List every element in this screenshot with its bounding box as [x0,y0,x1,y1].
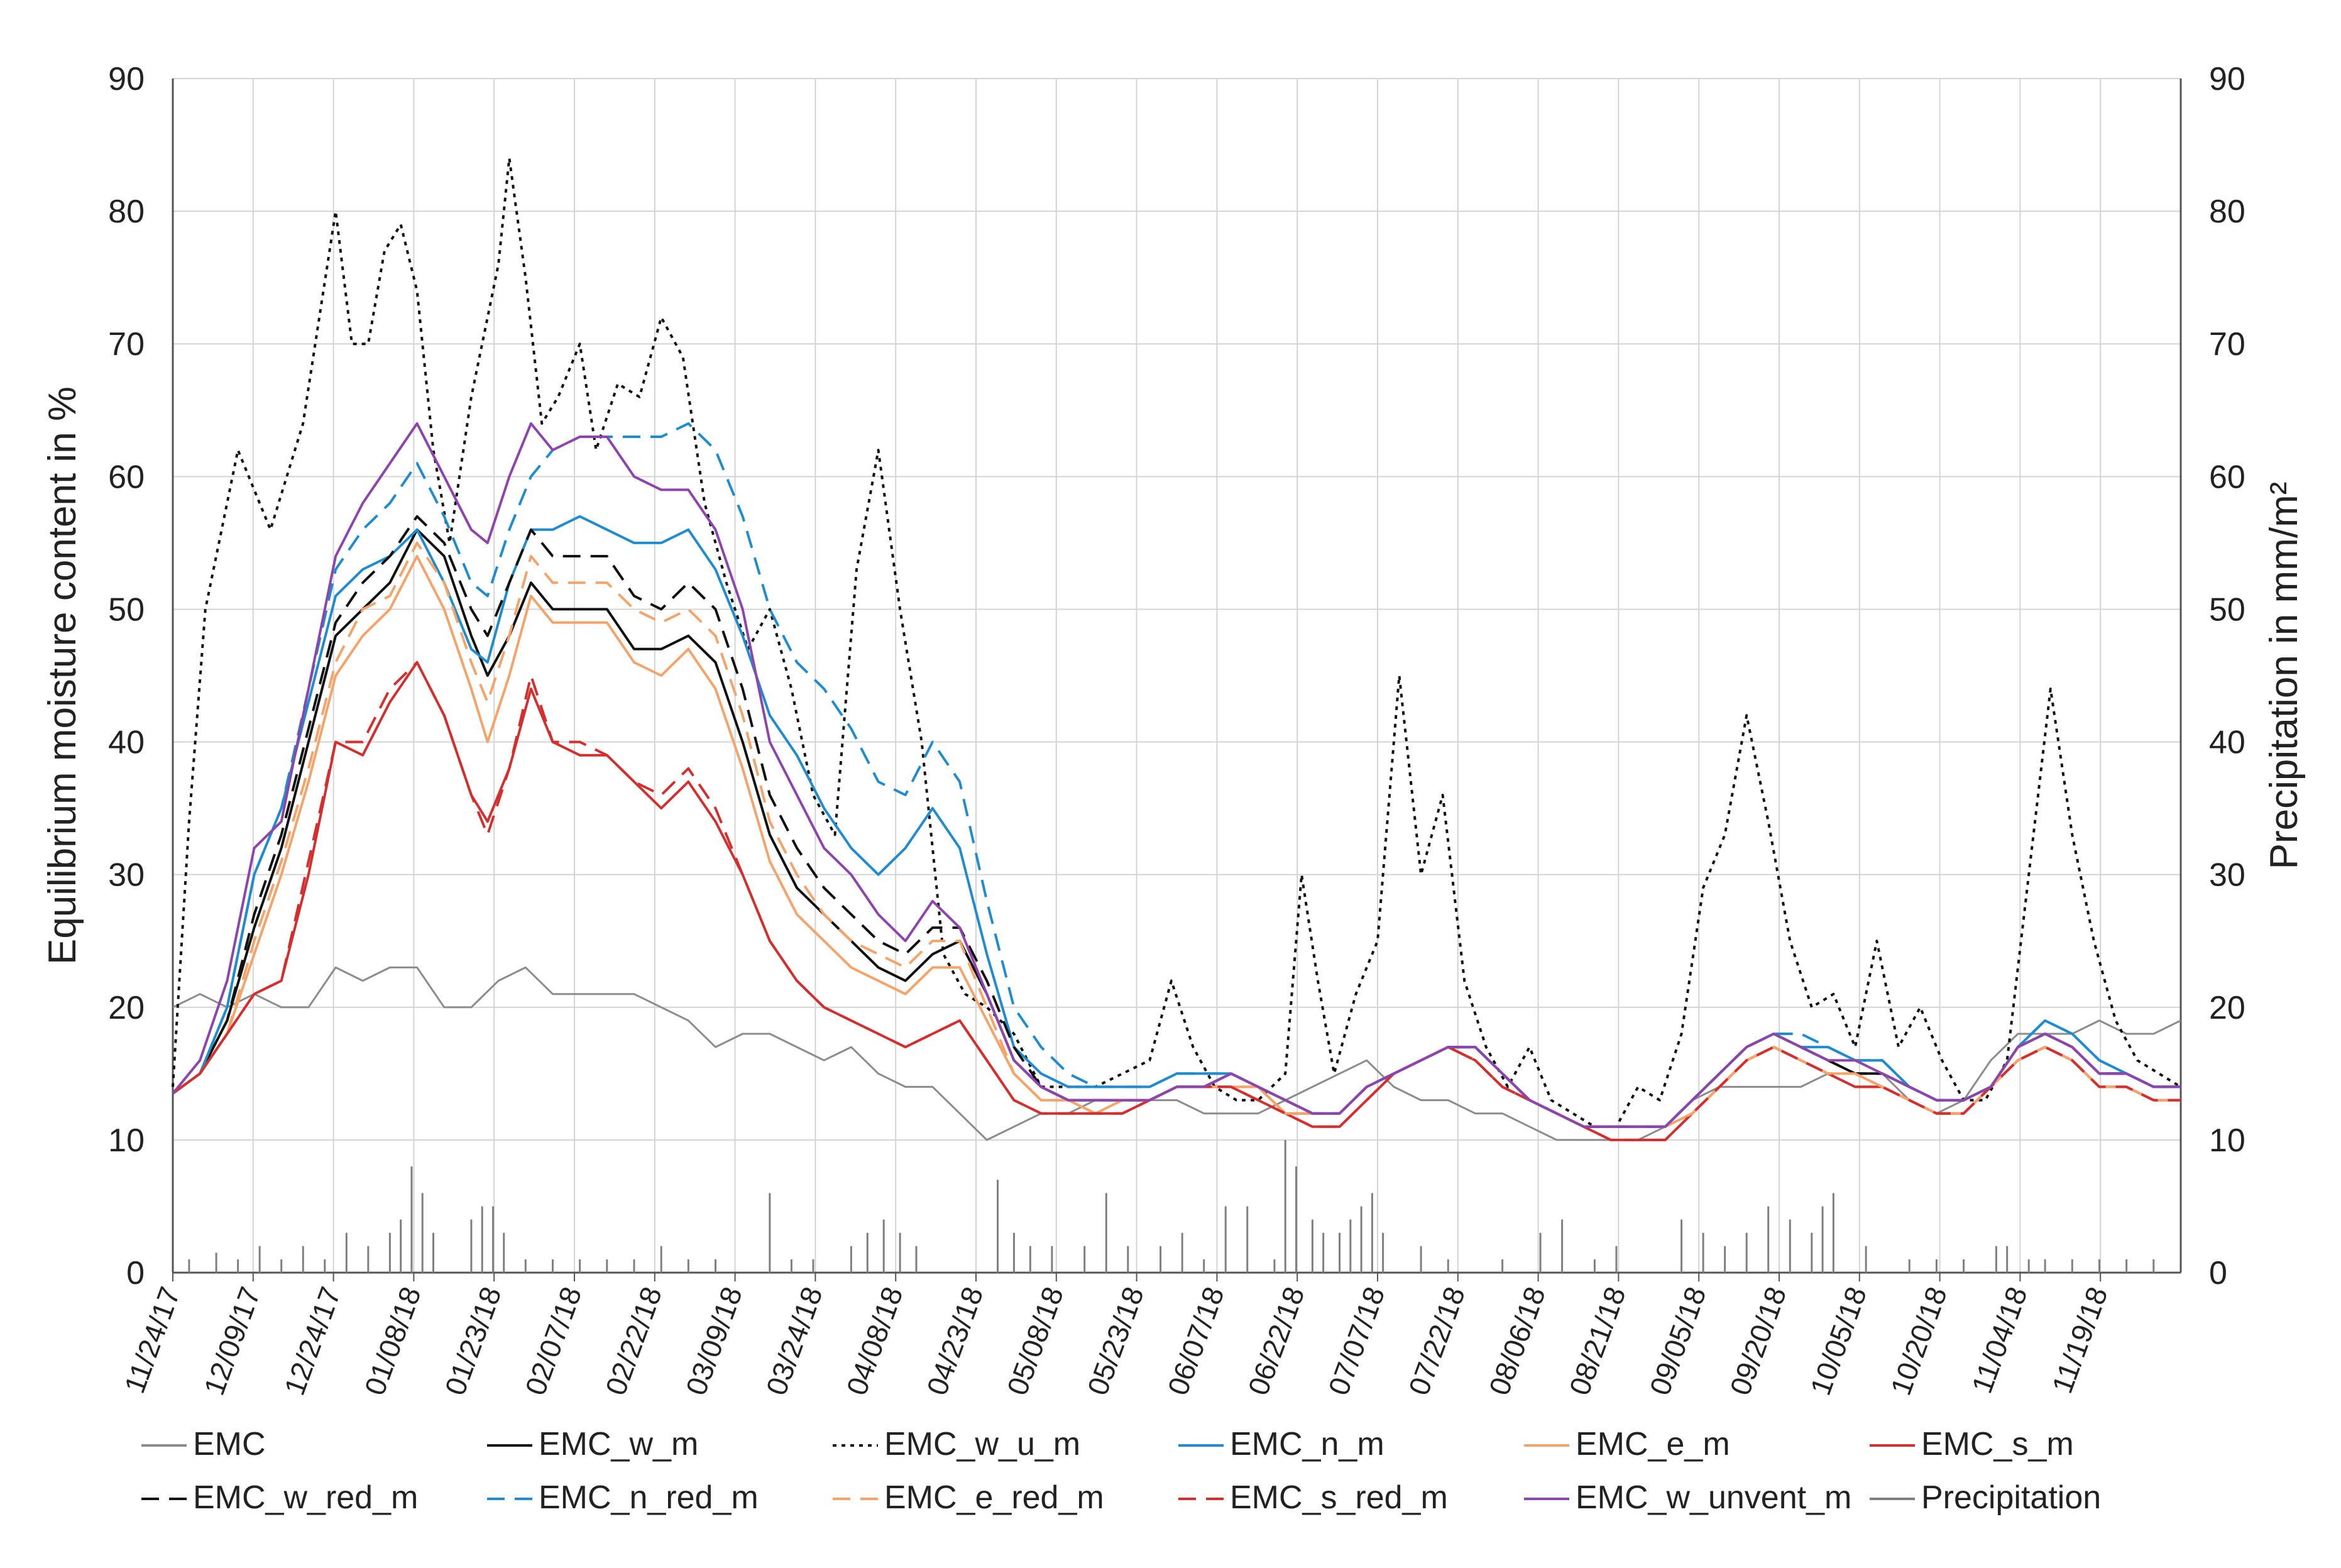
y-axis-title: Equilibrium moisture content in % [41,387,84,965]
y-tick-label: 50 [108,591,145,628]
y2-axis-title: Precipitation in mm/m² [2262,482,2306,870]
legend-label: EMC_w_u_m [884,1426,1080,1462]
legend-item-precipitation: Precipitation [1870,1479,2101,1516]
y2-tick-label: 70 [2209,326,2245,363]
data-series [172,156,2182,1273]
legend-item-emc-s-m: EMC_s_m [1870,1426,2074,1462]
y2-tick-label: 20 [2209,990,2245,1026]
series-emc-w-unvent-m [172,422,2181,1128]
legend-item-emc-n-red-m: EMC_n_red_m [487,1479,759,1516]
legend-label: EMC_s_red_m [1230,1479,1448,1516]
legend-label: EMC_n_m [1230,1426,1384,1462]
legend-item-emc-w-red-m: EMC_w_red_m [141,1479,418,1516]
legend-item-emc-s-red-m: EMC_s_red_m [1178,1479,1448,1516]
y-tick-label: 10 [108,1122,145,1159]
y2-tick-label: 90 [2209,61,2245,97]
legend: EMC EMC_w_m EMC_w_u_m EMC_n_m EMC_e_m EMC_s_m… [141,1426,2101,1516]
y-tick-label: 20 [108,990,145,1026]
legend-label: EMC_e_red_m [884,1479,1104,1516]
y2-tick-label: 10 [2209,1122,2245,1159]
legend-item-emc: EMC [141,1426,266,1462]
y-tick-label: 80 [108,194,145,230]
legend-label: EMC_s_m [1921,1426,2074,1462]
y2-tick-label: 0 [2209,1255,2227,1291]
legend-item-emc-w-unvent-m: EMC_w_unvent_m [1524,1479,1851,1516]
series-emc-s-red-m [172,661,2181,1141]
y2-tick-label: 50 [2209,591,2245,628]
legend-label: EMC_n_red_m [539,1479,759,1516]
legend-label: Precipitation [1921,1479,2101,1516]
y-tick-label: 30 [108,857,145,894]
series-emc-w-u-m [172,156,2182,1128]
legend-label: EMC_w_red_m [193,1479,418,1516]
y-tick-label: 70 [108,326,145,363]
y2-tick-label: 40 [2209,725,2245,761]
y2-tick-label: 60 [2209,459,2245,495]
legend-item-emc-n-m: EMC_n_m [1178,1426,1384,1462]
legend-label: EMC_w_unvent_m [1576,1479,1851,1516]
axes [172,79,2182,1281]
legend-label: EMC_w_m [539,1426,698,1462]
legend-item-emc-w-m: EMC_w_m [487,1426,698,1462]
legend-label: EMC [193,1426,266,1462]
y-tick-label: 0 [126,1255,145,1291]
y-tick-label: 40 [108,725,145,761]
y2-tick-label: 80 [2209,194,2245,230]
series-emc-n-red-m [172,422,2181,1128]
y2-tick-label: 30 [2209,857,2245,894]
y-tick-label: 90 [108,61,145,97]
legend-item-emc-w-u-m: EMC_w_u_m [833,1426,1080,1462]
y-tick-label: 60 [108,459,145,495]
legend-label: EMC_e_m [1576,1426,1730,1462]
legend-item-emc-e-red-m: EMC_e_red_m [833,1479,1104,1516]
legend-item-emc-e-m: EMC_e_m [1524,1426,1730,1462]
series-precipitation [188,1139,2155,1273]
